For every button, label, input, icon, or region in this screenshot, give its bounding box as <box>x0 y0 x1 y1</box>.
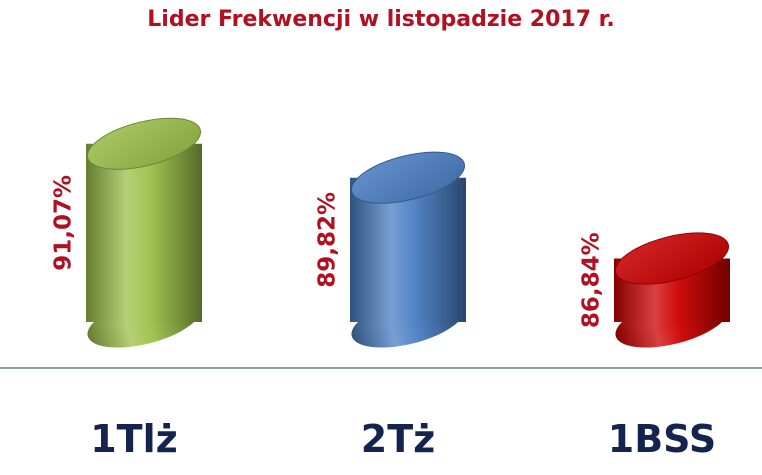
bar-3 <box>614 232 730 348</box>
value-label-2: 89,82% <box>315 192 341 288</box>
bar-2-body <box>350 177 466 322</box>
category-label-3: 1BSS <box>608 417 716 461</box>
category-label-2: 2Tż <box>361 417 435 461</box>
bar-2 <box>350 151 466 348</box>
bar-1-top <box>86 117 202 170</box>
category-label-1: 1Tlż <box>90 417 178 461</box>
bar-1 <box>86 117 202 348</box>
bar-3-top <box>614 232 730 285</box>
bar-1-body <box>86 143 202 322</box>
bar-2-top <box>350 151 466 204</box>
value-label-1: 91,07% <box>51 175 77 271</box>
value-label-3: 86,84% <box>579 232 605 328</box>
chart-title: Lider Frekwencji w listopadzie 2017 r. <box>147 7 615 32</box>
